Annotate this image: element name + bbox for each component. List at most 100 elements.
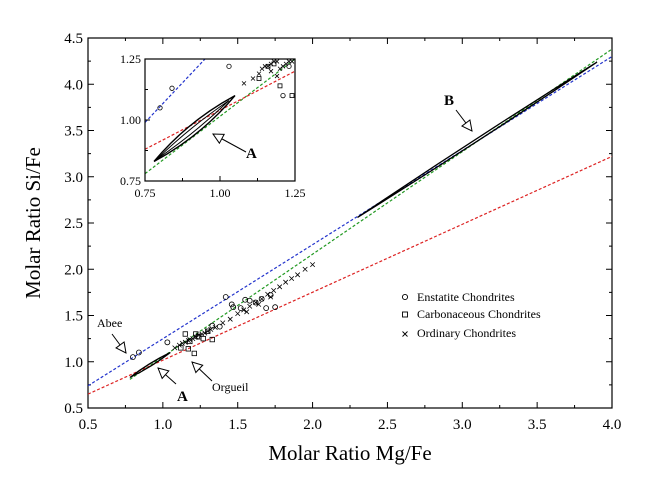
svg-text:A: A [246, 146, 257, 162]
inset-blue-fit-line [145, 59, 206, 123]
inset-point-x [268, 68, 274, 74]
main-point-x [302, 266, 308, 272]
x-axis-title: Molar Ratio Mg/Fe [268, 441, 431, 465]
inset-y-tick-label: 1.00 [120, 113, 141, 127]
main-point-circle [237, 305, 244, 311]
main-point-x [208, 326, 214, 332]
main-point-square [182, 331, 188, 337]
main-point-square [185, 346, 191, 352]
main-point-x [259, 296, 265, 302]
inset-data-points [157, 59, 295, 111]
inset-point-circle [286, 63, 292, 69]
legend-marker-x [402, 331, 408, 337]
inset-point-x [289, 59, 295, 64]
main-point-x [247, 303, 253, 309]
main-point-square [200, 335, 206, 342]
inset-envelope [153, 94, 236, 163]
legend-item-enstatite: Enstatite Chondrites [401, 290, 515, 304]
main-point-x [220, 320, 226, 326]
svg-text:Carbonaceous Chondrites: Carbonaceous Chondrites [417, 307, 541, 321]
y-tick-label: 1.5 [64, 309, 83, 325]
main-point-x [295, 272, 301, 278]
main-point-x [244, 309, 250, 315]
annotation-a-inset: A [213, 134, 257, 162]
envelope-B [357, 61, 598, 219]
inset-point-x [256, 71, 262, 76]
inset-envelope-A-inner [156, 100, 230, 160]
main-point-x [182, 339, 188, 345]
inset-y-tick-label: 0.75 [120, 174, 141, 188]
svg-text:Orgueil: Orgueil [212, 380, 249, 394]
inset-axis-ticks: 0.75 1.00 1.25 0.75 1.00 1.25 [120, 52, 306, 200]
main-point-circle [136, 349, 142, 356]
annotation-abee: Abee [97, 316, 126, 353]
main-point-x [283, 279, 289, 285]
inset-point-square [265, 63, 271, 69]
y-tick-label: 3.5 [64, 124, 83, 140]
inset-envelope-A [153, 94, 236, 163]
inset-point-square [277, 83, 283, 89]
inset-point-circle [280, 93, 286, 99]
legend: Enstatite Chondrites Carbonaceous Chondr… [401, 290, 541, 340]
main-point-x [185, 337, 191, 344]
main-red-fit-line [88, 155, 612, 395]
main-point-circle [130, 354, 136, 360]
main-point-circle [216, 323, 223, 330]
main-point-x [235, 311, 241, 317]
main-point-x [310, 262, 316, 268]
x-tick-label: 2.0 [303, 417, 322, 433]
main-point-x [205, 328, 211, 334]
main-point-x [227, 316, 233, 322]
main-point-circle [246, 297, 253, 304]
main-data-points [130, 262, 316, 360]
envelope-A [129, 351, 171, 379]
y-tick-label: 1.0 [64, 355, 83, 371]
x-tick-label: 3.5 [528, 417, 547, 433]
annotation-orgueil: Orgueil [192, 362, 249, 394]
svg-text:Abee: Abee [97, 316, 122, 330]
main-point-circle [272, 304, 279, 311]
main-point-x [212, 324, 218, 331]
main-point-x [202, 330, 208, 336]
main-point-x [187, 337, 193, 343]
inset-x-tick-label: 1.25 [285, 186, 306, 200]
inset-point-x [274, 59, 280, 64]
main-point-x [289, 275, 295, 282]
x-tick-label: 0.5 [79, 417, 98, 433]
main-point-circle [258, 295, 265, 302]
main-point-circle [228, 301, 235, 308]
y-tick-label: 3.0 [64, 170, 83, 186]
main-point-x [193, 334, 199, 340]
main-point-x [271, 287, 277, 294]
main-point-x [196, 332, 202, 338]
main-point-x [241, 307, 247, 313]
legend-marker-square [402, 311, 408, 318]
y-tick-label: 2.0 [64, 262, 83, 278]
inset-red-fit-line [145, 70, 295, 150]
inset-point-square [256, 76, 262, 81]
main-point-square [209, 336, 215, 343]
main-point-circle [164, 339, 171, 346]
main-point-x [176, 342, 182, 348]
x-tick-label: 1.0 [153, 417, 172, 433]
y-axis-title: Molar Ratio Si/Fe [21, 147, 45, 299]
main-point-square [191, 350, 197, 357]
main-point-x [268, 294, 274, 300]
legend-item-ordinary: Ordinary Chondrites [402, 326, 516, 340]
svg-text:B: B [444, 93, 454, 109]
inset-x-tick-label: 1.00 [210, 186, 231, 200]
inset-point-circle [157, 105, 163, 111]
main-point-circle [230, 304, 237, 311]
svg-text:Enstatite Chondrites: Enstatite Chondrites [417, 290, 515, 304]
x-tick-label: 4.0 [603, 417, 622, 433]
inset-fit-lines [145, 59, 295, 175]
inset-background [145, 59, 295, 181]
inset-green-fit-line [145, 59, 295, 175]
main-point-circle [263, 305, 270, 311]
x-tick-label: 2.5 [378, 417, 397, 433]
main-axis-ticks: 0.5 1.0 1.5 2.0 2.5 3.0 3.5 4.0 0.5 1.0 1.5 2.0 2.5 3… [64, 31, 621, 433]
main-point-x [179, 340, 185, 346]
main-point-circle [222, 294, 229, 300]
main-point-x [199, 331, 205, 337]
